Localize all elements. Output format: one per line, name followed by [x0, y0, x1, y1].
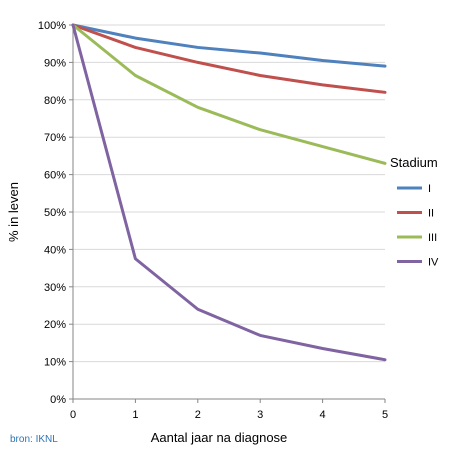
y-tick-label: 20% — [44, 319, 66, 331]
y-tick-label: 60% — [44, 170, 66, 182]
series-line-i — [71, 23, 387, 68]
x-tick-label: 2 — [195, 409, 201, 421]
gridlines — [73, 24, 385, 363]
x-axis-title: Aantal jaar na diagnose — [151, 430, 288, 445]
y-tick-label: 80% — [44, 95, 66, 107]
y-tick-label: 90% — [44, 57, 66, 69]
series-line-iii — [71, 23, 387, 165]
legend-label-iv: IV — [428, 257, 439, 269]
y-tick-label: 10% — [44, 357, 66, 369]
y-tick-label: 70% — [44, 132, 66, 144]
y-axis-title: % in leven — [6, 182, 21, 242]
y-tick-label: 0% — [50, 394, 66, 406]
y-tick-label: 30% — [44, 282, 66, 294]
y-tick-label: 50% — [44, 207, 66, 219]
legend-title: Stadium — [390, 155, 438, 170]
x-tick-label: 5 — [382, 409, 388, 421]
x-tick-label: 3 — [257, 409, 263, 421]
tick-labels: 0% 10% 20% 30% 40% 50% 60% 70% 80% 90% 100% 0 1 2 3 4 5 — [38, 20, 388, 421]
legend-label-iii: III — [428, 232, 437, 244]
x-tick-label: 1 — [132, 409, 138, 421]
axes — [69, 24, 386, 403]
series-lines — [71, 23, 387, 362]
series-line-ii — [71, 23, 387, 94]
x-tick-label: 0 — [70, 409, 76, 421]
x-tick-label: 4 — [320, 409, 326, 421]
y-tick-label: 40% — [44, 244, 66, 256]
legend-label-i: I — [428, 183, 431, 195]
source-label: bron: IKNL — [10, 434, 58, 445]
y-tick-label: 100% — [38, 20, 66, 32]
series-line-iv — [71, 23, 387, 362]
legend-label-ii: II — [428, 208, 434, 220]
